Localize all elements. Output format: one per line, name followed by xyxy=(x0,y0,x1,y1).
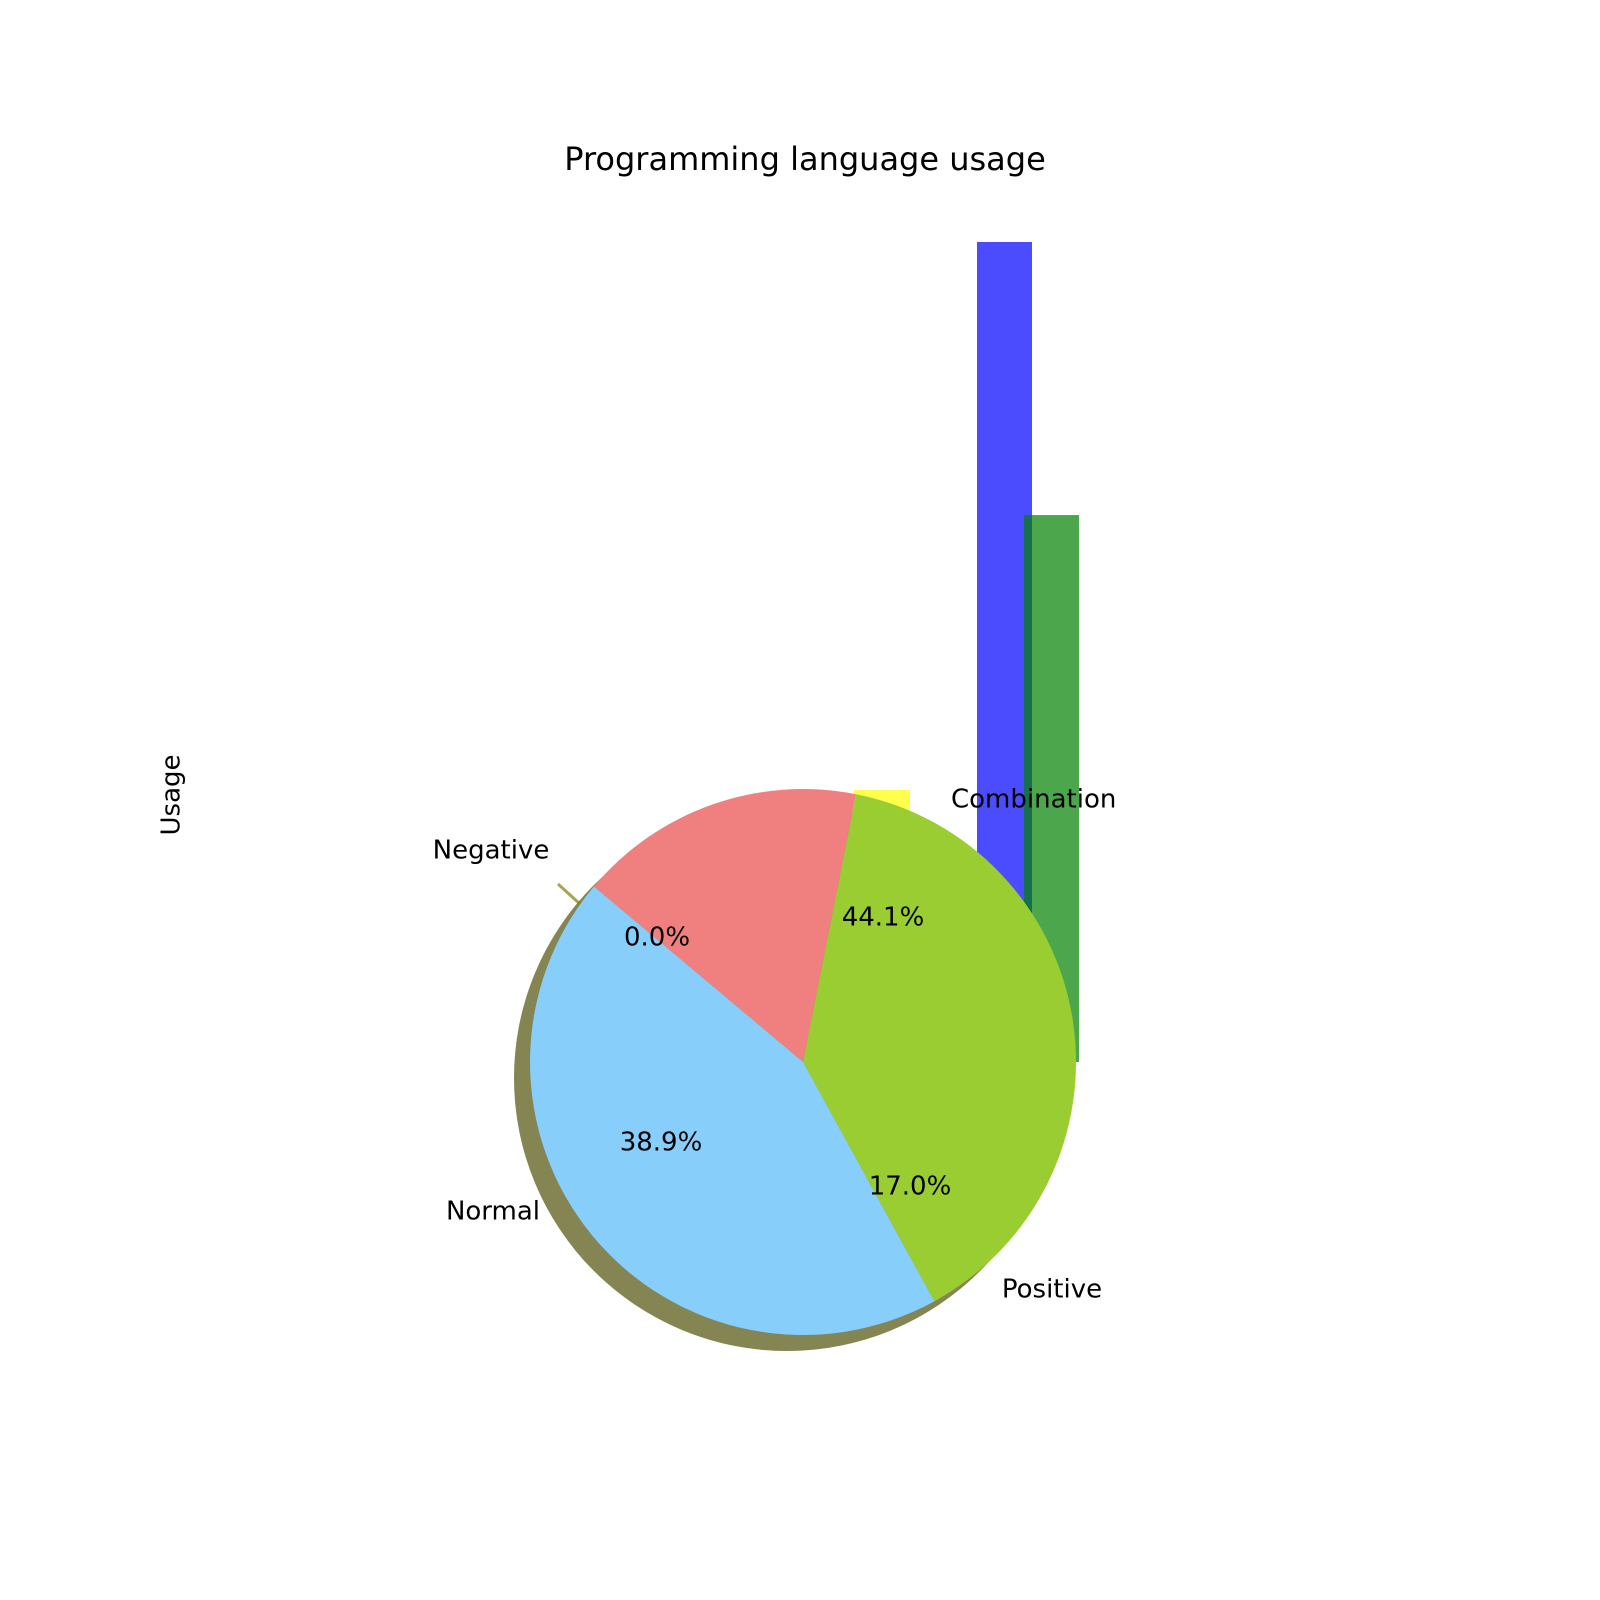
y-axis-label: Usage xyxy=(157,754,187,835)
legend: Combination xyxy=(854,785,1116,815)
slice-unlabeled xyxy=(530,886,935,1335)
chart-title: Programming language usage xyxy=(564,140,1046,178)
slice-pct-positive: 17.0% xyxy=(869,1172,952,1202)
pie-labels: Negative Positive Normal 0.0% 17.0% 38.9… xyxy=(433,836,1102,1305)
slice-pct-normal: 38.9% xyxy=(620,1128,703,1158)
negative-leader-line xyxy=(556,882,582,906)
slice-pct-unlabeled: 44.1% xyxy=(842,903,925,933)
legend-label-combination: Combination xyxy=(951,785,1116,815)
slice-positive xyxy=(593,789,857,1062)
pie xyxy=(530,789,1076,1335)
slice-label-positive: Positive xyxy=(1002,1275,1102,1305)
slice-pct-negative: 0.0% xyxy=(624,923,690,953)
slice-label-negative: Negative xyxy=(433,836,550,866)
slice-normal xyxy=(803,794,1076,1302)
slice-label-normal: Normal xyxy=(446,1197,540,1227)
